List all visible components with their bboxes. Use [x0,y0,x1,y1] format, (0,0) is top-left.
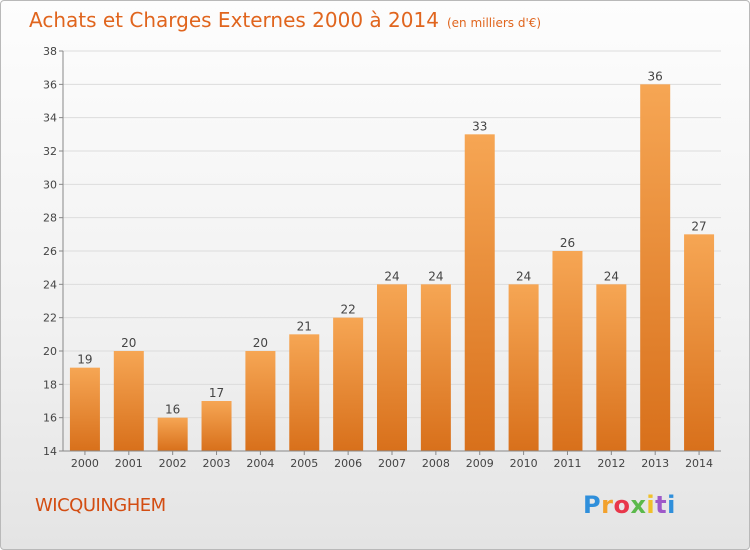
x-tick-label: 2000 [71,457,99,470]
y-tick-label: 18 [43,378,57,391]
y-tick-label: 28 [43,212,57,225]
x-tick-label: 2005 [290,457,318,470]
bar-value-label: 20 [253,336,268,350]
bar-value-label: 22 [340,303,355,317]
y-tick-label: 14 [43,445,57,458]
bar-value-label: 24 [604,269,619,283]
y-tick-label: 38 [43,45,57,58]
y-tick-label: 36 [43,78,57,91]
bar-value-label: 27 [691,219,706,233]
y-tick-label: 20 [43,345,57,358]
chart-title-text: Achats et Charges Externes 2000 à 2014 [29,8,439,32]
logo-letter: P [583,491,602,519]
bar-value-label: 24 [516,269,531,283]
x-tick-label: 2004 [246,457,274,470]
chart-title: Achats et Charges Externes 2000 à 2014 (e… [29,8,541,32]
x-tick-label: 2013 [641,457,669,470]
y-tick-label: 30 [43,178,57,191]
chart-subtitle: (en milliers d'€) [446,16,542,30]
logo-letter: t [655,491,668,519]
bar-value-label: 24 [428,269,443,283]
x-tick-label: 2014 [685,457,713,470]
y-tick-label: 16 [43,412,57,425]
commune-name: WICQUINGHEM [35,495,166,516]
x-tick-label: 2001 [115,457,143,470]
bar [420,284,451,451]
bar-value-label: 26 [560,236,575,250]
proxiti-logo: Proxiti [583,491,676,519]
x-tick-label: 2007 [378,457,406,470]
bar [113,351,144,451]
logo-letter: o [613,491,631,519]
y-tick-label: 34 [43,112,57,125]
logo-letter: i [646,491,656,519]
bar-value-label: 19 [77,353,92,367]
x-tick-label: 2003 [203,457,231,470]
x-tick-label: 2012 [597,457,625,470]
bar-value-label: 36 [648,69,663,83]
y-tick-label: 24 [43,278,57,291]
bar [377,284,407,451]
bar-value-label: 33 [472,119,487,133]
x-tick-label: 2002 [159,457,187,470]
bar-value-label: 17 [209,386,224,400]
y-tick-label: 32 [43,145,57,158]
x-tick-label: 2010 [510,457,538,470]
x-tick-label: 2009 [466,457,494,470]
bar [245,351,276,451]
bar [289,334,320,451]
bar [596,284,627,451]
bar-value-label: 21 [297,319,312,333]
logo-letter: r [601,491,614,519]
bar-value-label: 24 [384,269,399,283]
bar [508,284,539,451]
logo-letter: i [667,491,676,519]
bar [201,401,232,451]
y-tick-label: 26 [43,245,57,258]
x-tick-label: 2008 [422,457,450,470]
x-tick-label: 2006 [334,457,362,470]
y-tick-label: 22 [43,312,57,325]
bar [69,367,100,451]
bar [333,317,364,451]
bar [464,134,495,452]
logo-letter: x [630,491,647,519]
x-tick-label: 2011 [553,457,581,470]
bar-value-label: 20 [121,336,136,350]
bar-value-label: 16 [165,403,180,417]
bar [552,251,583,451]
bar [157,417,188,451]
bar [640,84,671,451]
bar [684,234,715,451]
